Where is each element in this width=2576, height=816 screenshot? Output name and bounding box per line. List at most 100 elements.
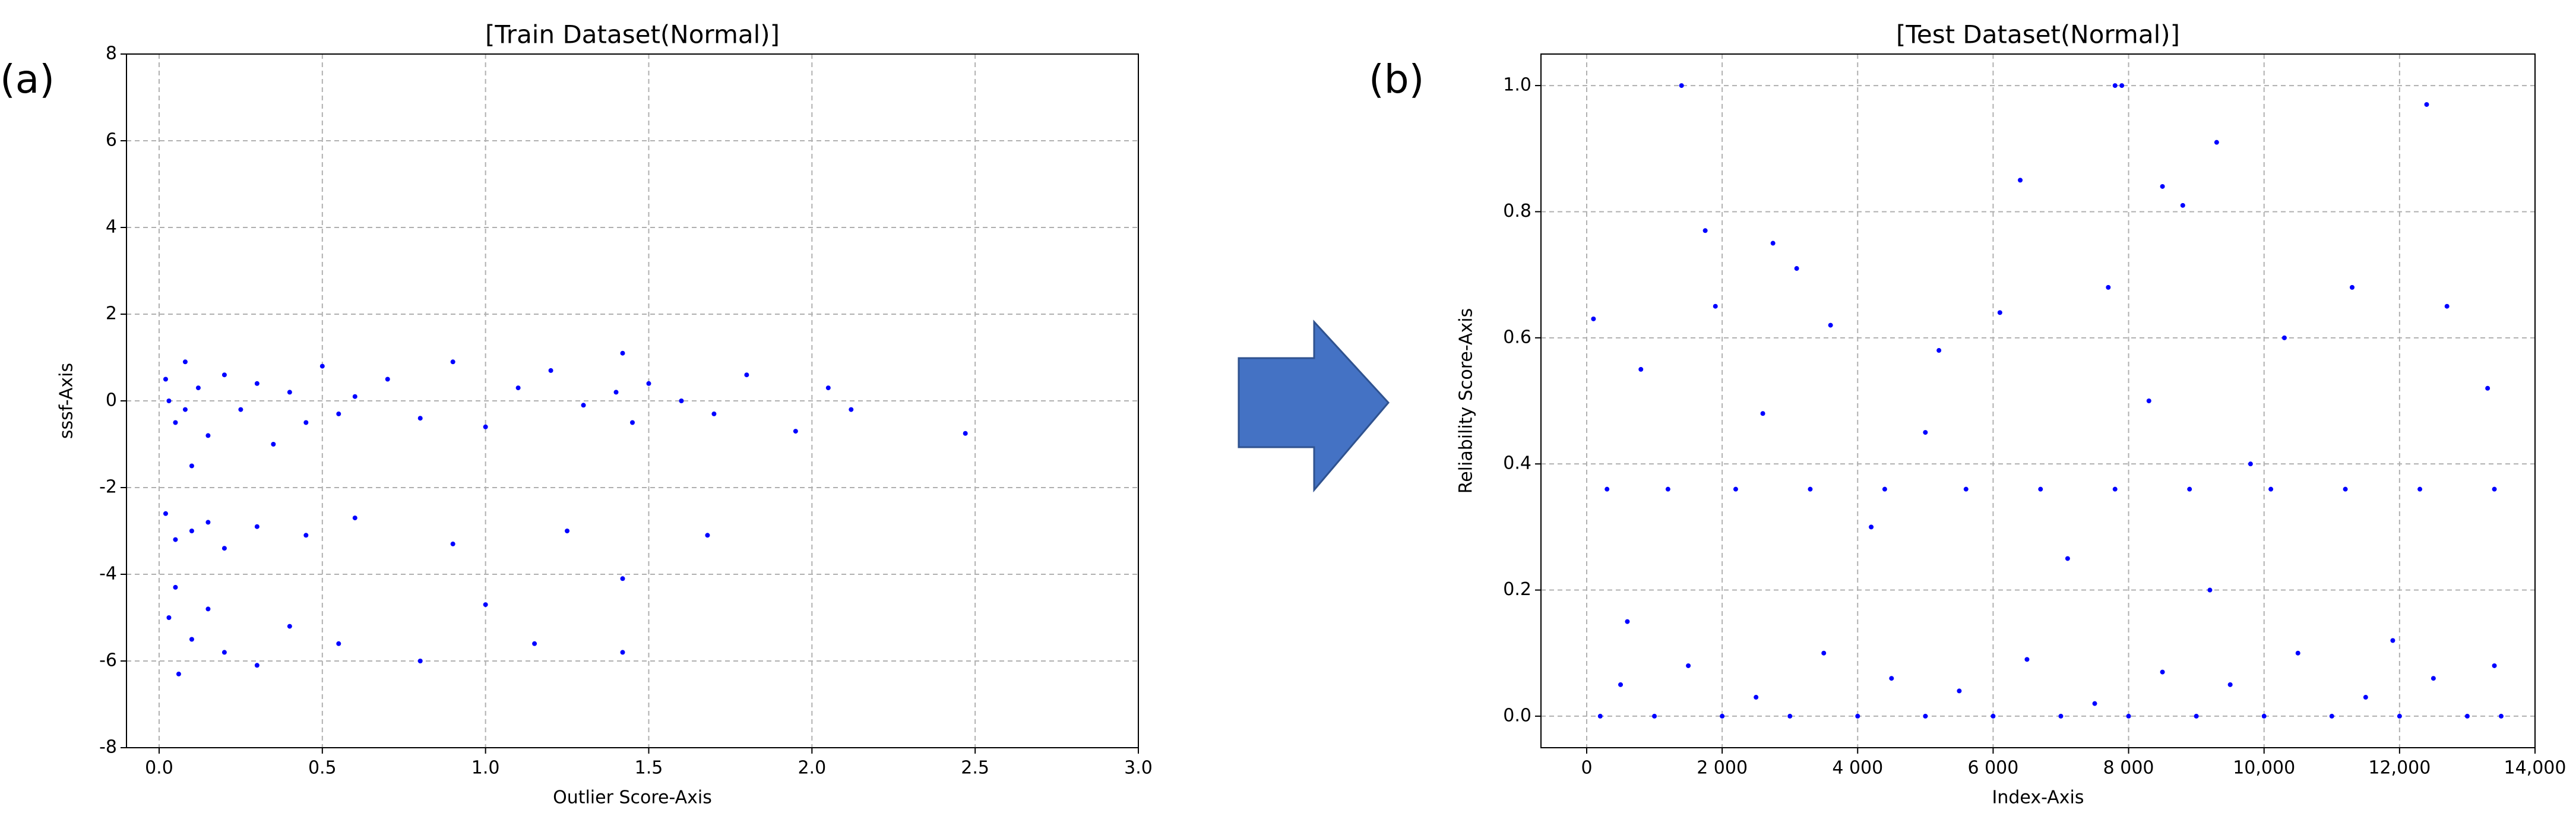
y-tick-label: 0.0 [1503, 705, 1531, 726]
point [450, 541, 455, 546]
point [2058, 713, 2064, 719]
point [163, 377, 168, 382]
point [189, 463, 194, 469]
y-tick-label: 0.2 [1503, 579, 1531, 600]
point [2390, 638, 2395, 643]
x-tick-label: 0.0 [145, 758, 173, 779]
x-tick-label: 1.0 [471, 758, 500, 779]
point [1679, 83, 1684, 88]
point [1963, 486, 1969, 492]
point [2106, 284, 2111, 290]
point [163, 511, 168, 516]
point [221, 650, 227, 655]
point [336, 641, 341, 646]
point [166, 398, 172, 403]
point [1794, 266, 1799, 271]
point [646, 381, 651, 386]
point [2268, 486, 2274, 492]
point [1882, 486, 1887, 492]
point [744, 372, 749, 378]
point [613, 390, 619, 395]
point [2485, 385, 2490, 391]
point [2227, 682, 2233, 687]
point [1923, 430, 1928, 435]
point [1686, 663, 1691, 668]
y-tick-label: 0.4 [1503, 453, 1531, 474]
point [1787, 713, 1793, 719]
x-axis-label: Outlier Score-Axis [553, 787, 712, 808]
point [238, 407, 243, 412]
x-tick-label: 1.5 [635, 758, 663, 779]
x-tick-label: 2.0 [798, 758, 826, 779]
point [1733, 486, 1738, 492]
point [173, 420, 178, 425]
point [2187, 486, 2192, 492]
point [1618, 682, 1624, 687]
point [1597, 713, 1603, 719]
point [254, 524, 260, 529]
point [2160, 669, 2165, 675]
point [195, 385, 201, 391]
point [679, 398, 684, 403]
point [221, 372, 227, 378]
y-tick-label: -2 [99, 477, 117, 498]
point [2126, 713, 2131, 719]
point [630, 420, 635, 425]
point [2498, 713, 2504, 719]
point [548, 368, 553, 373]
point [2146, 398, 2151, 403]
x-axis-label: Index-Axis [1992, 787, 2084, 808]
point [2363, 695, 2368, 700]
point [336, 411, 341, 416]
point [303, 420, 309, 425]
point [1760, 411, 1765, 416]
y-tick-label: 8 [106, 43, 117, 64]
y-tick-label: -6 [99, 650, 117, 671]
point [2281, 335, 2287, 340]
point [205, 606, 211, 612]
point [1808, 486, 1813, 492]
point [2065, 556, 2070, 561]
point [2018, 178, 2023, 183]
point [205, 520, 211, 525]
chart-title: [Test Dataset(Normal)] [1896, 20, 2180, 49]
point [2329, 713, 2334, 719]
point [450, 359, 455, 365]
point [176, 671, 181, 676]
point [166, 615, 172, 620]
y-tick-label: -4 [99, 564, 117, 584]
point [620, 350, 625, 356]
point [287, 624, 292, 629]
point [1923, 713, 1928, 719]
point [581, 403, 586, 408]
point [2343, 486, 2348, 492]
panel-label: (b) [1369, 56, 1424, 102]
point [711, 411, 717, 416]
point [2180, 203, 2185, 208]
arrow [1238, 320, 1390, 493]
point [2261, 713, 2267, 719]
x-tick-label: 2.5 [961, 758, 989, 779]
point [417, 416, 423, 421]
point [1997, 310, 2002, 315]
point [825, 385, 831, 391]
x-tick-label: 4 000 [1832, 758, 1883, 779]
y-tick-label: 0 [106, 390, 117, 411]
point [1720, 713, 1725, 719]
x-tick-label: 2 000 [1697, 758, 1748, 779]
point [1936, 348, 1942, 353]
point [1855, 713, 1860, 719]
point [2444, 303, 2450, 309]
point [2112, 83, 2118, 88]
point [221, 546, 227, 551]
point [352, 515, 357, 521]
point [189, 637, 194, 642]
point [1889, 676, 1894, 681]
point [1713, 303, 1718, 309]
y-tick-label: 1.0 [1503, 75, 1531, 96]
x-tick-label: 8 000 [2103, 758, 2154, 779]
point [417, 659, 423, 663]
point [2038, 486, 2043, 492]
point [565, 529, 570, 533]
point [532, 641, 537, 646]
